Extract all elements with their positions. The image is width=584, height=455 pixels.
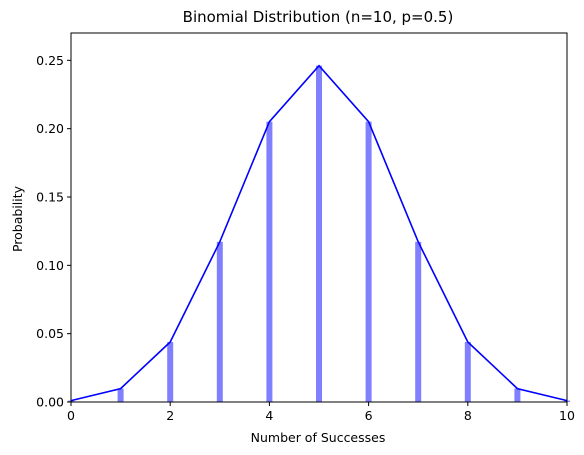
line-series bbox=[70, 64, 568, 402]
x-tick-label: 4 bbox=[265, 408, 273, 423]
y-tick-label: 0.00 bbox=[36, 395, 64, 410]
x-tick-label: 10 bbox=[559, 408, 575, 423]
chart-title: Binomial Distribution (n=10, p=0.5) bbox=[183, 8, 454, 26]
x-axis-ticks: 0 2 4 6 8 10 bbox=[67, 402, 575, 423]
y-tick-label: 0.05 bbox=[36, 326, 64, 341]
bar-5 bbox=[316, 65, 322, 402]
bar-1 bbox=[117, 388, 124, 402]
x-tick-label: 0 bbox=[67, 408, 75, 423]
x-tick-label: 8 bbox=[464, 408, 472, 423]
bar-9 bbox=[514, 388, 521, 402]
probability-line bbox=[70, 64, 568, 402]
bar-2 bbox=[167, 342, 174, 402]
x-axis-label: Number of Successes bbox=[251, 430, 386, 445]
plot-frame bbox=[70, 32, 568, 403]
x-tick-label: 6 bbox=[365, 408, 373, 423]
x-tick-label: 2 bbox=[166, 408, 174, 423]
bar-6 bbox=[365, 121, 372, 403]
y-axis-ticks: 0.00 0.05 0.10 0.15 0.20 0.25 bbox=[36, 53, 71, 410]
y-tick-label: 0.10 bbox=[36, 258, 64, 273]
bar-series bbox=[68, 65, 570, 403]
y-tick-label: 0.15 bbox=[36, 190, 64, 205]
bar-7 bbox=[415, 241, 422, 402]
y-tick-label: 0.25 bbox=[36, 53, 64, 68]
y-axis-label: Probability bbox=[10, 185, 25, 252]
bar-3 bbox=[216, 241, 223, 402]
bar-8 bbox=[464, 342, 471, 402]
bar-4 bbox=[266, 121, 273, 403]
y-tick-label: 0.20 bbox=[36, 121, 64, 136]
